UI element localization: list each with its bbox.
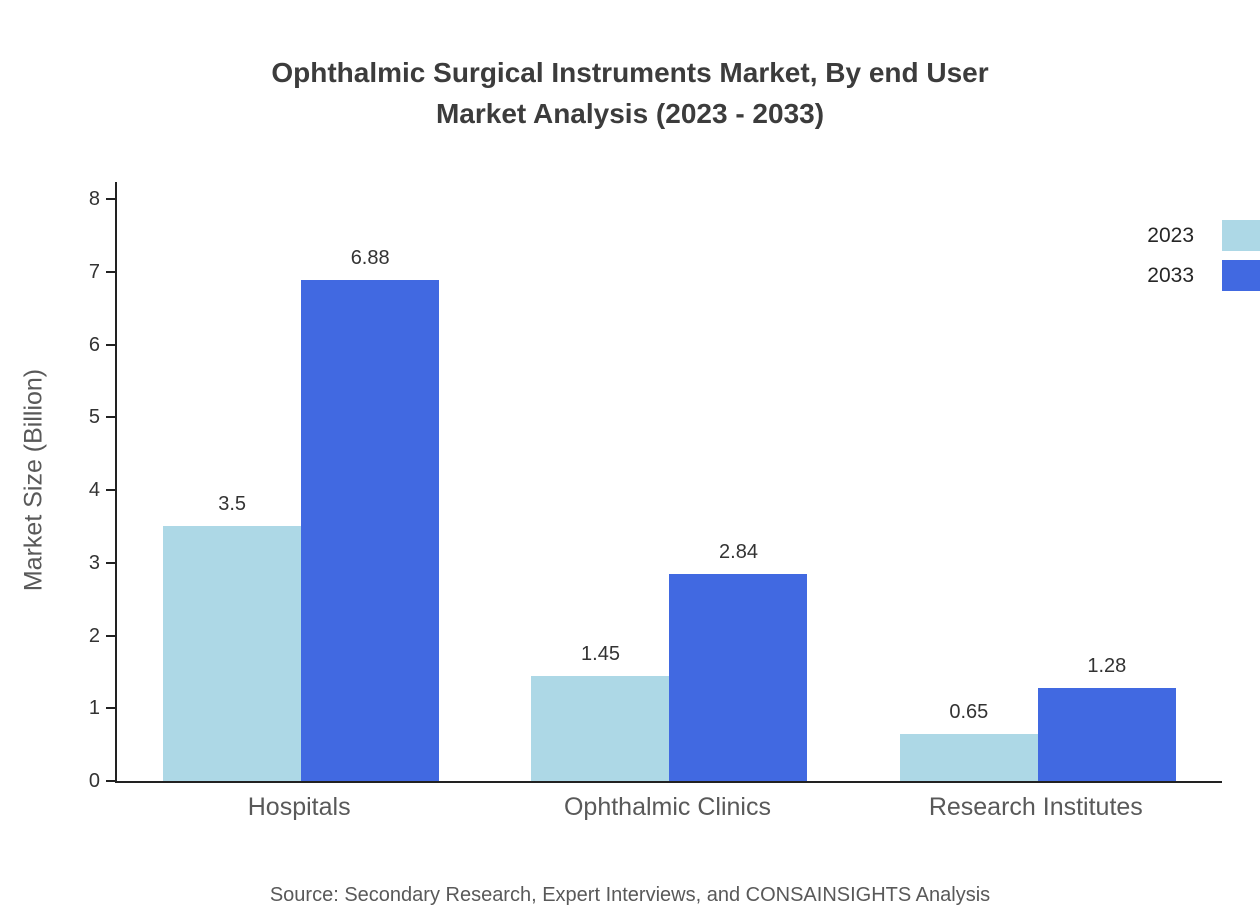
y-tick-label: 0 xyxy=(88,770,100,792)
bar-group: 3.5 6.88 xyxy=(117,199,485,781)
y-tick-mark xyxy=(106,561,117,564)
y-tick-mark xyxy=(106,707,117,710)
y-tick-label: 7 xyxy=(88,260,100,283)
axis-box: 3.5 6.88 1.45 2.84 0.65 1.28 0 1 2 3 4 5 6 7 8 xyxy=(89,182,1222,792)
bar-2033-research-institutes: 1.28 xyxy=(1037,655,1176,781)
y-tick-mark xyxy=(106,634,117,637)
source-note: Source: Secondary Research, Expert Inter… xyxy=(269,884,991,906)
y-axis-title: Market Size (Billion) xyxy=(19,368,48,592)
bar-value-label: 1.28 xyxy=(1087,654,1127,677)
bar-2023-hospitals: 3.5 xyxy=(163,493,302,781)
bar-group: 1.45 2.84 xyxy=(485,199,853,781)
y-tick-label: 5 xyxy=(88,406,100,429)
legend-label: 2033 xyxy=(1147,263,1194,287)
bar-value-label: 0.65 xyxy=(949,700,989,723)
y-tick-mark xyxy=(106,416,117,419)
x-axis-labels: Hospitals Ophthalmic Clinics Research Inst… xyxy=(115,793,1220,822)
y-tick-label: 3 xyxy=(88,551,100,574)
bar-group: 0.65 1.28 xyxy=(854,199,1222,781)
legend-item-2033: 2033 xyxy=(1147,260,1260,291)
legend: 2023 2033 xyxy=(1147,220,1260,300)
y-tick-label: 2 xyxy=(88,624,100,647)
y-tick-mark xyxy=(106,270,117,273)
bar-2033-hospitals: 6.88 xyxy=(301,247,440,781)
y-tick-label: 4 xyxy=(88,479,100,501)
category-label: Ophthalmic Clinics xyxy=(563,793,771,821)
y-tick-label: 8 xyxy=(88,188,100,210)
category-label: Hospitals xyxy=(247,793,351,821)
bar-value-label: 6.88 xyxy=(350,247,390,270)
y-tick-mark xyxy=(106,489,117,491)
y-tick-label: 1 xyxy=(88,697,100,720)
bar-2023-research-institutes: 0.65 xyxy=(899,701,1038,781)
bar-value-label: 3.5 xyxy=(218,493,247,516)
legend-label: 2023 xyxy=(1147,223,1194,247)
y-tick-mark xyxy=(106,343,117,346)
legend-item-2023: 2023 xyxy=(1147,220,1260,251)
chart-title: Ophthalmic Surgical Instruments Market, … xyxy=(0,52,1260,134)
category-label: Research Institutes xyxy=(928,793,1143,821)
bar-2033-ophthalmic-clinics: 2.84 xyxy=(669,541,808,781)
bar-value-label: 1.45 xyxy=(581,642,620,665)
y-tick-label: 6 xyxy=(88,333,100,356)
y-tick-mark xyxy=(106,780,117,782)
chart-title-line-2: Market Analysis (2023 - 2033) xyxy=(435,98,825,129)
chart-title-line-1: Ophthalmic Surgical Instruments Market, … xyxy=(271,57,989,88)
y-tick-mark xyxy=(106,198,117,200)
legend-swatch xyxy=(1222,260,1260,291)
legend-swatch xyxy=(1222,220,1260,251)
bar-value-label: 2.84 xyxy=(719,541,758,564)
plot-area: 3.5 6.88 1.45 2.84 0.65 1.28 xyxy=(117,199,1222,781)
bar-2023-ophthalmic-clinics: 1.45 xyxy=(531,643,670,781)
